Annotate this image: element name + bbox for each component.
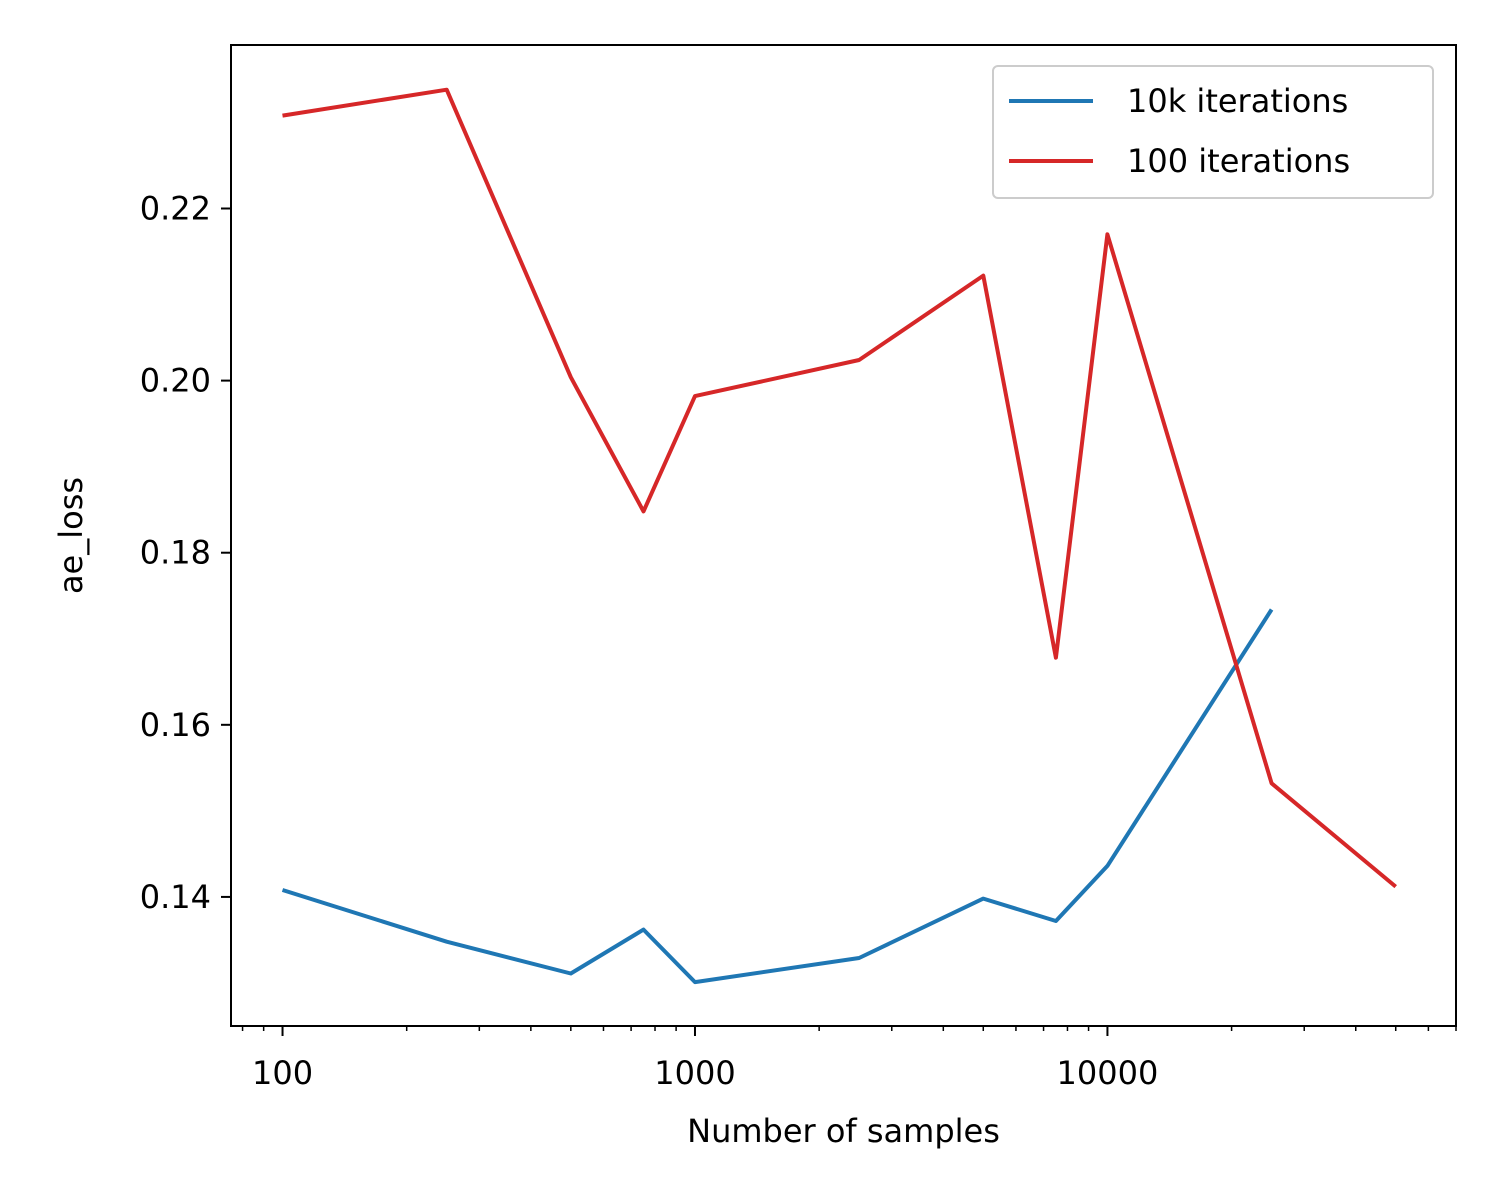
series-line-100-iterations: [282, 87, 1397, 889]
legend: 10k iterations 100 iterations: [992, 65, 1434, 199]
x-axis-label: Number of samples: [687, 1112, 1000, 1150]
x-tick-label: 10000: [1057, 1054, 1159, 1092]
y-axis-label: ae_loss: [52, 477, 90, 594]
series-line-10k-iterations: [281, 608, 1274, 985]
legend-box: [992, 65, 1434, 199]
y-tick-label: 0.20: [140, 362, 211, 400]
y-axis-ticks: 0.14 0.16 0.18 0.20 0.22: [140, 190, 231, 916]
y-tick-label: 0.18: [140, 534, 211, 572]
series-lines: [281, 87, 1397, 985]
legend-label: 10k iterations: [1127, 82, 1348, 120]
y-tick-label: 0.22: [140, 190, 211, 228]
y-tick-label: 0.14: [140, 878, 211, 916]
plot-area-frame: [230, 44, 1457, 1027]
y-tick-label: 0.16: [140, 706, 211, 744]
legend-label: 100 iterations: [1127, 142, 1350, 180]
x-tick-label: 100: [252, 1054, 313, 1092]
x-axis-ticks: 100 1000 10000: [252, 1026, 1158, 1092]
x-tick-label: 1000: [654, 1054, 735, 1092]
